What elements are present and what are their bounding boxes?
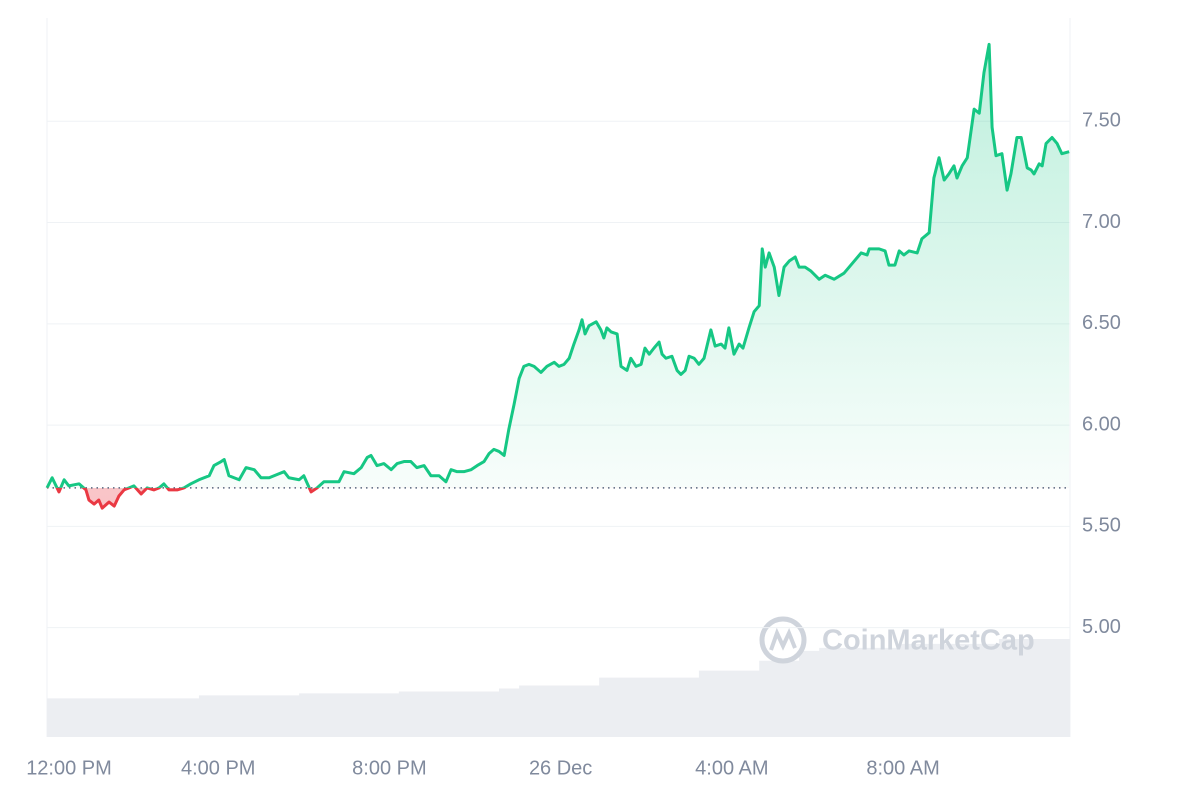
volume-area: [47, 638, 1070, 737]
x-tick-label: 8:00 PM: [352, 757, 426, 779]
y-tick-label: 5.50: [1082, 515, 1121, 537]
watermark-logo: [759, 616, 807, 664]
y-tick-label: 6.50: [1082, 312, 1121, 334]
x-tick-label: 26 Dec: [529, 757, 592, 779]
price-line-up: [45, 42, 1070, 488]
x-tick-label: 4:00 PM: [181, 757, 255, 779]
area-up: [47, 44, 1070, 488]
watermark-logo-mark: [769, 627, 797, 651]
x-tick-label: 8:00 AM: [866, 757, 939, 779]
y-tick-label: 7.50: [1082, 110, 1121, 132]
y-tick-label: 7.00: [1082, 211, 1121, 233]
watermark: CoinMarketCap: [759, 616, 1035, 664]
watermark-text: CoinMarketCap: [822, 625, 1035, 657]
x-tick-label: 4:00 AM: [695, 757, 768, 779]
y-tick-label: 5.00: [1082, 616, 1121, 638]
x-tick-label: 12:00 PM: [26, 757, 112, 779]
y-tick-label: 6.00: [1082, 413, 1121, 435]
